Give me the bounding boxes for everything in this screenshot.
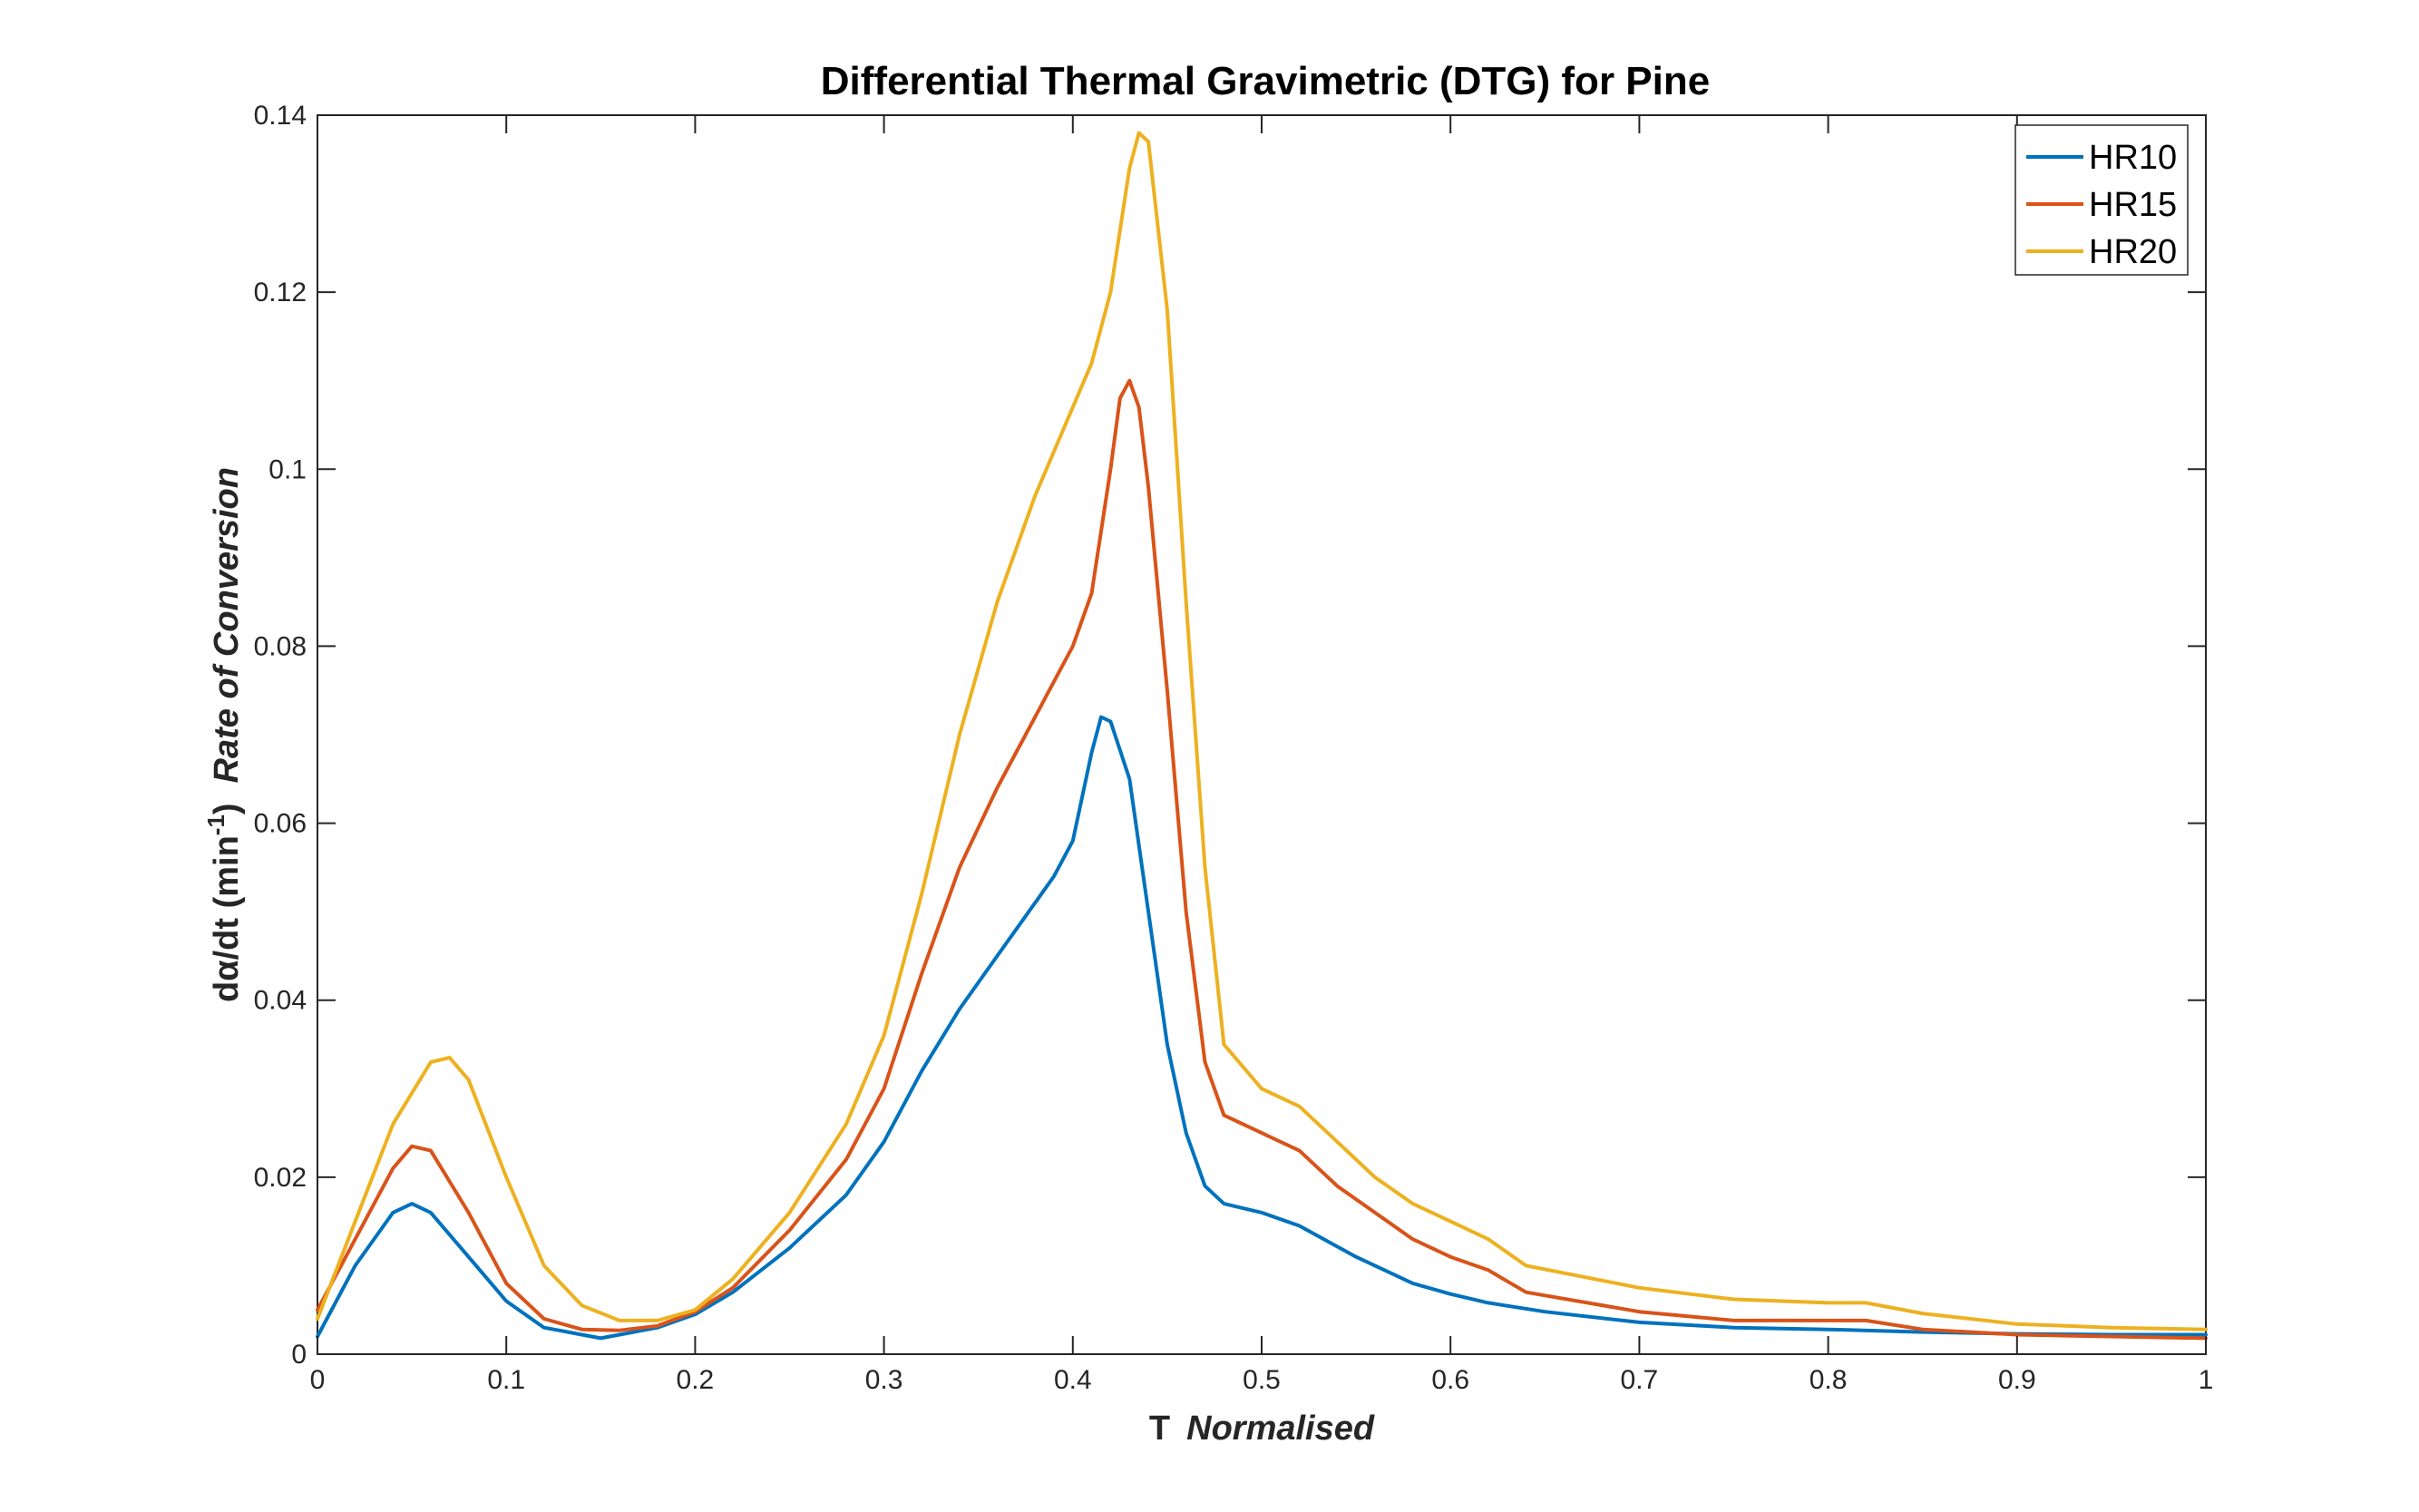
y-tick-label: 0.06 xyxy=(254,809,307,839)
x-tick-label: 0.6 xyxy=(1431,1365,1469,1395)
x-tick-label: 0.7 xyxy=(1621,1365,1659,1395)
y-axis-label-close: ) xyxy=(208,803,246,815)
legend-label-hr20: HR20 xyxy=(2089,233,2177,271)
y-tick-label: 0.12 xyxy=(254,278,307,307)
x-tick-label: 0.8 xyxy=(1809,1365,1848,1395)
axis-ticks xyxy=(317,114,2207,1355)
y-tick-label: 0.14 xyxy=(254,101,307,131)
y-axis-label-main: dα/dt (min xyxy=(208,835,246,1002)
axis-tick-labels: 0 0.1 0.2 0.3 0.4 0.5 0.6 0.7 0.8 0.9 1 0 0.02 0.04 0.… xyxy=(254,101,2214,1395)
x-axis-label-italic: Normalised xyxy=(1186,1410,1375,1448)
y-axis-label-superscript: -1 xyxy=(202,815,229,835)
x-tick-label: 0.9 xyxy=(1998,1365,2036,1395)
x-tick-label: 0.2 xyxy=(677,1365,715,1395)
x-tick-label: 0.5 xyxy=(1243,1365,1281,1395)
x-tick-label: 0.3 xyxy=(865,1365,903,1395)
x-tick-label: 1 xyxy=(2199,1365,2214,1395)
series-line-hr10 xyxy=(316,715,2208,1341)
y-tick-label: 0.08 xyxy=(254,631,307,661)
series-line-hr20 xyxy=(316,131,2208,1332)
legend-label-hr10: HR10 xyxy=(2089,139,2177,177)
chart-title: Differential Thermal Gravimetric (DTG) f… xyxy=(821,59,1710,103)
series-line-hr15 xyxy=(316,378,2208,1341)
series-group xyxy=(316,131,2208,1341)
plot-area xyxy=(317,114,2207,1355)
x-axis-label: T Normalised xyxy=(1149,1410,1375,1448)
y-tick-label: 0.1 xyxy=(268,454,307,484)
y-tick-label: 0.02 xyxy=(254,1163,307,1193)
x-tick-label: 0.1 xyxy=(487,1365,525,1395)
y-axis-label: dα/dt (min-1) Rate of Conversion xyxy=(202,467,246,1002)
x-axis-label-main: T xyxy=(1149,1410,1170,1448)
y-tick-label: 0 xyxy=(291,1340,307,1370)
x-tick-label: 0 xyxy=(310,1365,326,1395)
legend: HR10 HR15 HR20 xyxy=(2014,124,2189,276)
legend-label-hr15: HR15 xyxy=(2089,186,2177,224)
y-axis-label-italic: Rate of Conversion xyxy=(208,467,246,783)
x-tick-label: 0.4 xyxy=(1054,1365,1092,1395)
y-tick-label: 0.04 xyxy=(254,986,307,1016)
